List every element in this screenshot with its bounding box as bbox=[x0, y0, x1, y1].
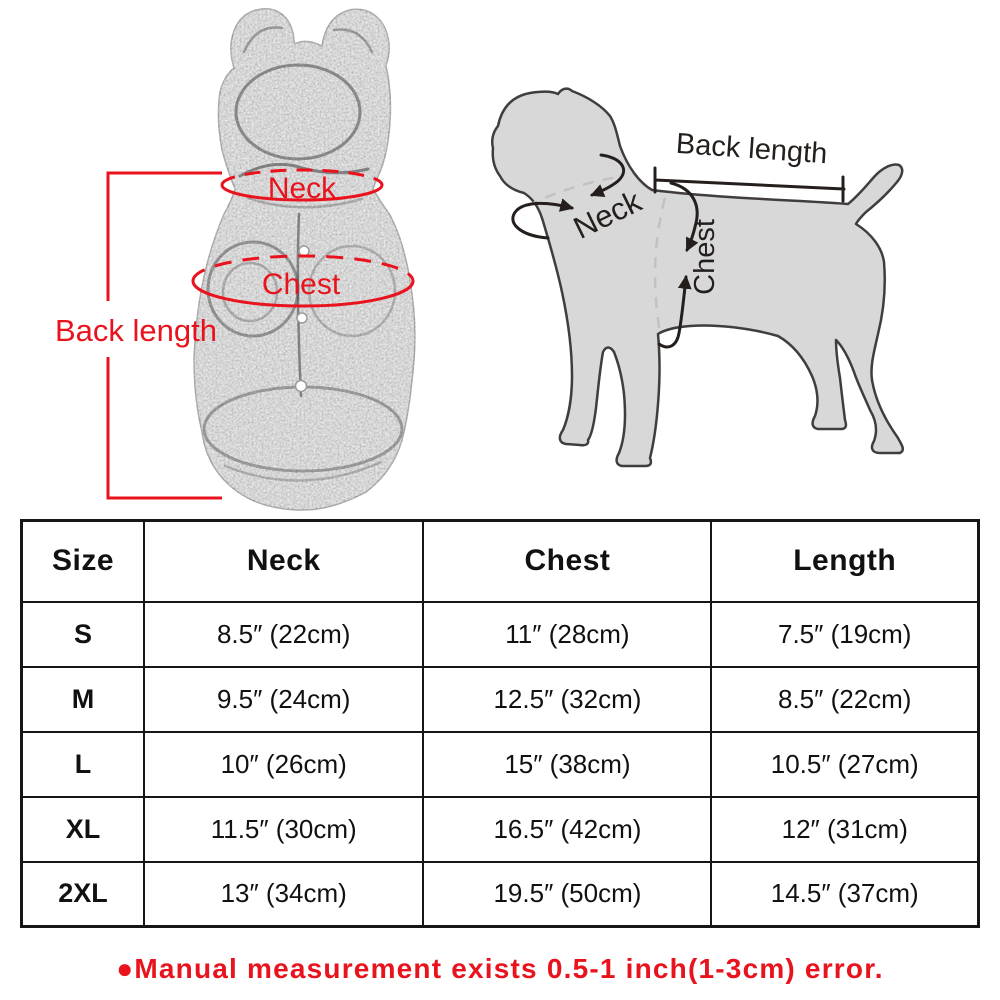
dog-neck-guide bbox=[526, 175, 619, 208]
back-length-bracket-top bbox=[106, 171, 222, 301]
garment-neck-label: Neck bbox=[268, 172, 337, 205]
dog-chest-guide bbox=[653, 197, 667, 334]
neck-cell: 13″ (34cm) bbox=[142, 860, 425, 928]
collar-seam bbox=[246, 196, 364, 209]
dog-measure-arrows bbox=[511, 153, 846, 349]
button bbox=[296, 312, 308, 324]
header-length: Length bbox=[710, 519, 980, 603]
chest-cell: 15″ (38cm) bbox=[422, 730, 713, 798]
garment-annotations bbox=[106, 168, 415, 500]
header-chest: Chest bbox=[422, 519, 713, 603]
length-cell: 7.5″ (19cm) bbox=[710, 600, 980, 668]
size-cell: S bbox=[20, 600, 145, 668]
back-length-bracket-bottom bbox=[106, 357, 222, 500]
table-row-l: L 10″ (26cm) 15″ (38cm) 10.5″ (27cm) bbox=[20, 730, 980, 798]
button bbox=[294, 379, 308, 393]
neck-cell: 8.5″ (22cm) bbox=[142, 600, 425, 668]
chest-cell: 12.5″ (32cm) bbox=[422, 665, 713, 733]
measurement-error-note: ●Manual measurement exists 0.5-1 inch(1-… bbox=[116, 953, 884, 984]
neck-cell: 10″ (26cm) bbox=[142, 730, 425, 798]
chest-ellipse-solid bbox=[191, 280, 415, 308]
right-ear-seam bbox=[332, 28, 374, 54]
right-sleeve-seam bbox=[307, 244, 397, 338]
size-cell: M bbox=[20, 665, 145, 733]
garment-chest-label: Chest bbox=[262, 268, 341, 301]
neck-ellipse-solid bbox=[220, 184, 384, 202]
bottom-hem-arc bbox=[223, 460, 383, 482]
dog-silhouette bbox=[490, 87, 905, 468]
left-sleeve-inner-seam bbox=[221, 261, 279, 323]
length-cell: 10.5″ (27cm) bbox=[710, 730, 980, 798]
left-ear-seam bbox=[242, 26, 284, 54]
left-sleeve-seam bbox=[206, 240, 300, 338]
garment-back-length-label: Back length bbox=[55, 313, 217, 348]
back-length-measure-line bbox=[653, 166, 846, 203]
chest-cell: 19.5″ (50cm) bbox=[422, 860, 713, 928]
dog-illustration: Back length Neck Chest bbox=[490, 87, 905, 468]
size-cell: L bbox=[20, 730, 145, 798]
chest-ellipse-dashed bbox=[191, 254, 415, 282]
table-row-xl: XL 11.5″ (30cm) 16.5″ (42cm) 12″ (31cm) bbox=[20, 795, 980, 863]
size-chart-table: Size Neck Chest Length S 8.5″ (22cm) 11″… bbox=[20, 519, 980, 928]
neck-ellipse-dashed bbox=[220, 168, 384, 186]
hood-face-seam bbox=[234, 63, 362, 161]
length-cell: 14.5″ (37cm) bbox=[710, 860, 980, 928]
neck-arrow-left bbox=[511, 198, 575, 240]
length-cell: 12″ (31cm) bbox=[710, 795, 980, 863]
chest-cell: 11″ (28cm) bbox=[422, 600, 713, 668]
placket-seam bbox=[296, 212, 303, 398]
dog-back-length-label: Back length bbox=[675, 128, 828, 170]
garment-silhouette bbox=[193, 8, 416, 511]
measurement-diagrams: Back length Neck Chest Back length Neck … bbox=[55, 8, 905, 511]
garment-illustration bbox=[193, 8, 416, 511]
neck-cell: 11.5″ (30cm) bbox=[142, 795, 425, 863]
dog-seam-guides bbox=[526, 175, 667, 334]
chest-arrow-down bbox=[669, 181, 699, 252]
size-cell: 2XL bbox=[20, 860, 145, 928]
chest-cell: 16.5″ (42cm) bbox=[422, 795, 713, 863]
size-cell: XL bbox=[20, 795, 145, 863]
button bbox=[298, 245, 310, 257]
chest-arrow-up bbox=[657, 274, 692, 349]
neck-arrow-right bbox=[590, 153, 625, 198]
dog-chest-label: Chest bbox=[689, 219, 721, 295]
header-neck: Neck bbox=[142, 519, 425, 603]
table-row-s: S 8.5″ (22cm) 11″ (28cm) 7.5″ (19cm) bbox=[20, 600, 980, 668]
table-header-row: Size Neck Chest Length bbox=[20, 519, 980, 603]
table-row-2xl: 2XL 13″ (34cm) 19.5″ (50cm) 14.5″ (37cm) bbox=[20, 860, 980, 928]
neck-cell: 9.5″ (24cm) bbox=[142, 665, 425, 733]
table-row-m: M 9.5″ (24cm) 12.5″ (32cm) 8.5″ (22cm) bbox=[20, 665, 980, 733]
length-cell: 8.5″ (22cm) bbox=[710, 665, 980, 733]
header-size: Size bbox=[20, 519, 145, 603]
